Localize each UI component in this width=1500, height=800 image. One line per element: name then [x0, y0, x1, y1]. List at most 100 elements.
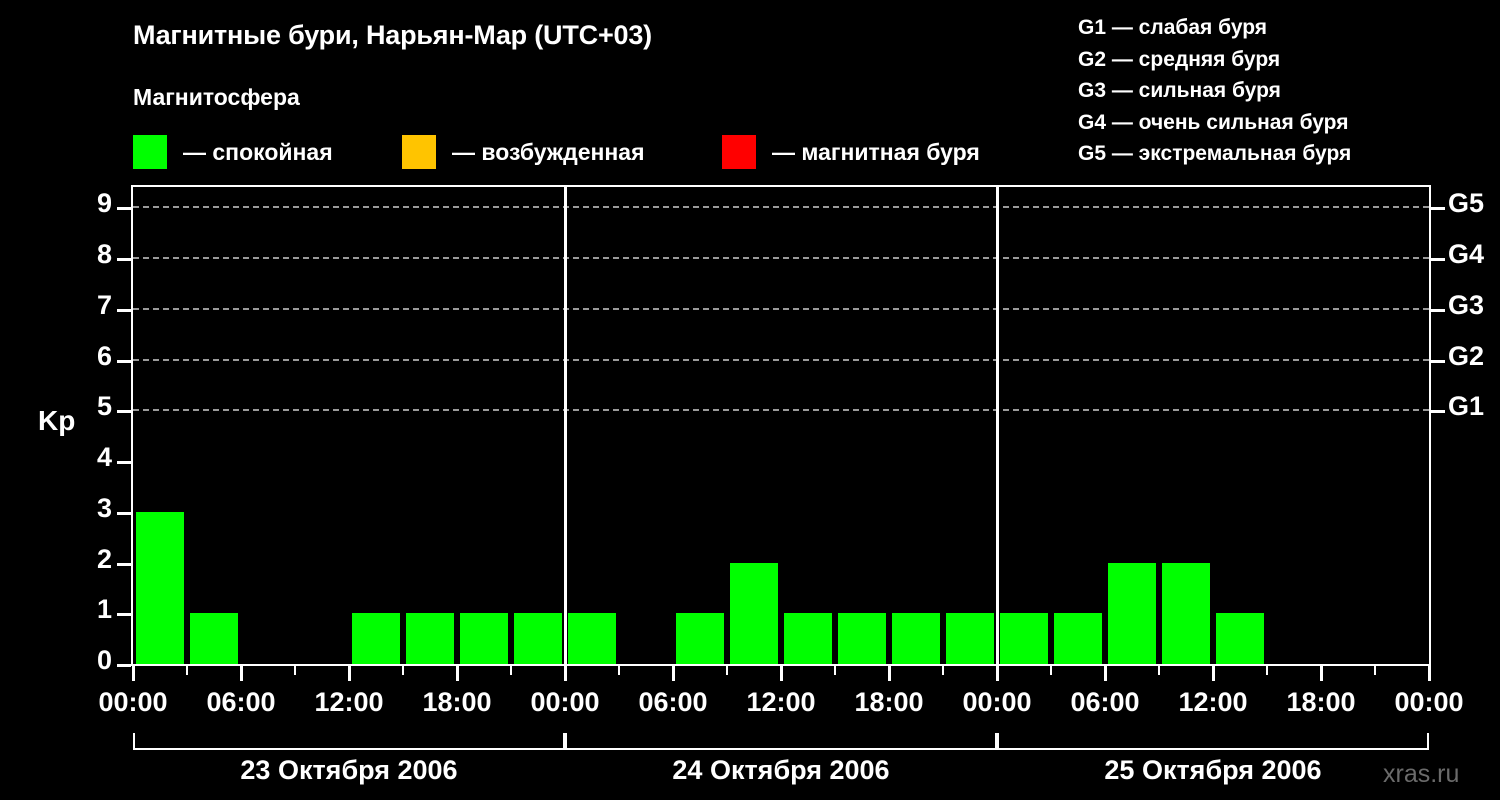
day-bracket [133, 733, 565, 750]
x-tick-label: 06:00 [638, 687, 708, 717]
y-tick-mark [117, 511, 131, 515]
y-tick-label-5: 5 [96, 391, 112, 422]
x-minor-tick-mark [402, 666, 404, 675]
x-minor-tick-mark [510, 666, 512, 675]
gridline-kp-9 [133, 206, 1429, 209]
bar-kp [136, 511, 184, 664]
bar-kp [1216, 613, 1264, 664]
x-tick-label: 00:00 [530, 687, 600, 717]
legend-item-calm: — спокойная [133, 132, 333, 172]
g-level-label-G5: G5 [1448, 188, 1485, 219]
legend-label-calm: — спокойная [183, 138, 333, 165]
g-level-label-G4: G4 [1448, 239, 1485, 270]
gridline-kp-7 [133, 307, 1429, 310]
day-label: 25 Октября 2006 [1104, 755, 1322, 785]
x-tick-label: 00:00 [962, 687, 1032, 717]
x-tick-label: 00:00 [98, 687, 168, 717]
y-tick-mark [117, 258, 131, 262]
x-tick-mark [671, 666, 675, 681]
x-tick-mark [779, 666, 783, 681]
x-tick-mark [563, 666, 567, 681]
y-axis-title: Kp [38, 405, 76, 436]
x-minor-tick-mark [294, 666, 296, 675]
day-separator [563, 187, 567, 664]
y-tick-label-7: 7 [96, 289, 112, 320]
bar-kp [1054, 613, 1102, 664]
bar-kp [1000, 613, 1048, 664]
y-tick-mark [117, 207, 131, 211]
x-tick-label: 12:00 [314, 687, 384, 717]
x-tick-label: 18:00 [854, 687, 924, 717]
bar-kp [676, 613, 724, 664]
legend-item-storm: — магнитная буря [722, 132, 980, 172]
day-separator [995, 187, 999, 664]
x-tick-label: 12:00 [1178, 687, 1248, 717]
bar-kp [460, 613, 508, 664]
x-tick-label: 18:00 [422, 687, 492, 717]
x-minor-tick-mark [618, 666, 620, 675]
x-minor-tick-mark [942, 666, 944, 675]
calm-swatch-icon [133, 135, 167, 169]
y-tick-label-8: 8 [96, 239, 112, 270]
y-tick-mark-right [1431, 258, 1445, 262]
g-scale-row-g1: G1 — слабая буря [1078, 16, 1268, 39]
x-tick-mark [887, 666, 891, 681]
bar-kp [892, 613, 940, 664]
x-tick-mark [131, 666, 135, 681]
day-label: 24 Октября 2006 [672, 755, 890, 785]
active-swatch-icon [402, 135, 436, 169]
y-tick-mark-right [1431, 359, 1445, 363]
g-level-label-G1: G1 [1448, 391, 1485, 422]
bar-kp [514, 613, 562, 664]
y-tick-mark [117, 664, 131, 667]
chart-plot-area [131, 185, 1431, 666]
bar-kp [190, 613, 238, 664]
y-tick-mark-right [1431, 308, 1445, 312]
g-level-label-G3: G3 [1448, 289, 1485, 320]
bar-kp [1108, 562, 1156, 664]
legend-label-storm: — магнитная буря [772, 138, 980, 165]
bar-kp [730, 562, 778, 664]
y-tick-label-6: 6 [96, 340, 112, 371]
bar-kp [568, 613, 616, 664]
y-tick-label-0: 0 [96, 645, 112, 675]
page-title: Магнитные бури, Нарьян-Мар (UTC+03) [133, 20, 652, 50]
y-tick-label-1: 1 [96, 594, 112, 625]
y-tick-mark [117, 562, 131, 566]
y-tick-mark [117, 410, 131, 414]
bar-kp [784, 613, 832, 664]
day-bracket [997, 733, 1429, 750]
x-tick-label: 12:00 [746, 687, 816, 717]
x-tick-label: 18:00 [1286, 687, 1356, 717]
bar-kp [838, 613, 886, 664]
gridline-kp-5 [133, 409, 1429, 412]
legend-label-active: — возбужденная [452, 138, 645, 165]
y-tick-mark-right [1431, 207, 1445, 211]
y-tick-label-4: 4 [96, 442, 112, 473]
y-tick-mark [117, 308, 131, 312]
x-tick-mark [1319, 666, 1323, 681]
x-minor-tick-mark [186, 666, 188, 675]
gridline-kp-8 [133, 257, 1429, 260]
y-tick-mark-right [1431, 410, 1445, 414]
g-scale-row-g4: G4 — очень сильная буря [1078, 110, 1349, 134]
x-tick-mark [1211, 666, 1215, 681]
magnetosphere-legend: — спокойная — возбужденная — магнитная б… [0, 132, 1500, 172]
storm-swatch-icon [722, 135, 756, 169]
x-minor-tick-mark [1374, 666, 1376, 675]
x-tick-mark [347, 666, 351, 681]
bar-kp [352, 613, 400, 664]
x-minor-tick-mark [726, 666, 728, 675]
x-minor-tick-mark [834, 666, 836, 675]
x-tick-label: 06:00 [206, 687, 276, 717]
x-tick-mark [1103, 666, 1107, 681]
y-tick-label-3: 3 [96, 492, 112, 523]
g-scale-legend: G1 — слабая буря G2 — средняя буря G3 — … [1078, 12, 1351, 170]
x-tick-label: 06:00 [1070, 687, 1140, 717]
gridline-kp-6 [133, 358, 1429, 361]
x-tick-label: 00:00 [1394, 687, 1464, 717]
y-tick-label-2: 2 [96, 543, 112, 574]
x-tick-mark [455, 666, 459, 681]
y-tick-mark [117, 613, 131, 617]
day-label: 23 Октября 2006 [240, 755, 458, 785]
